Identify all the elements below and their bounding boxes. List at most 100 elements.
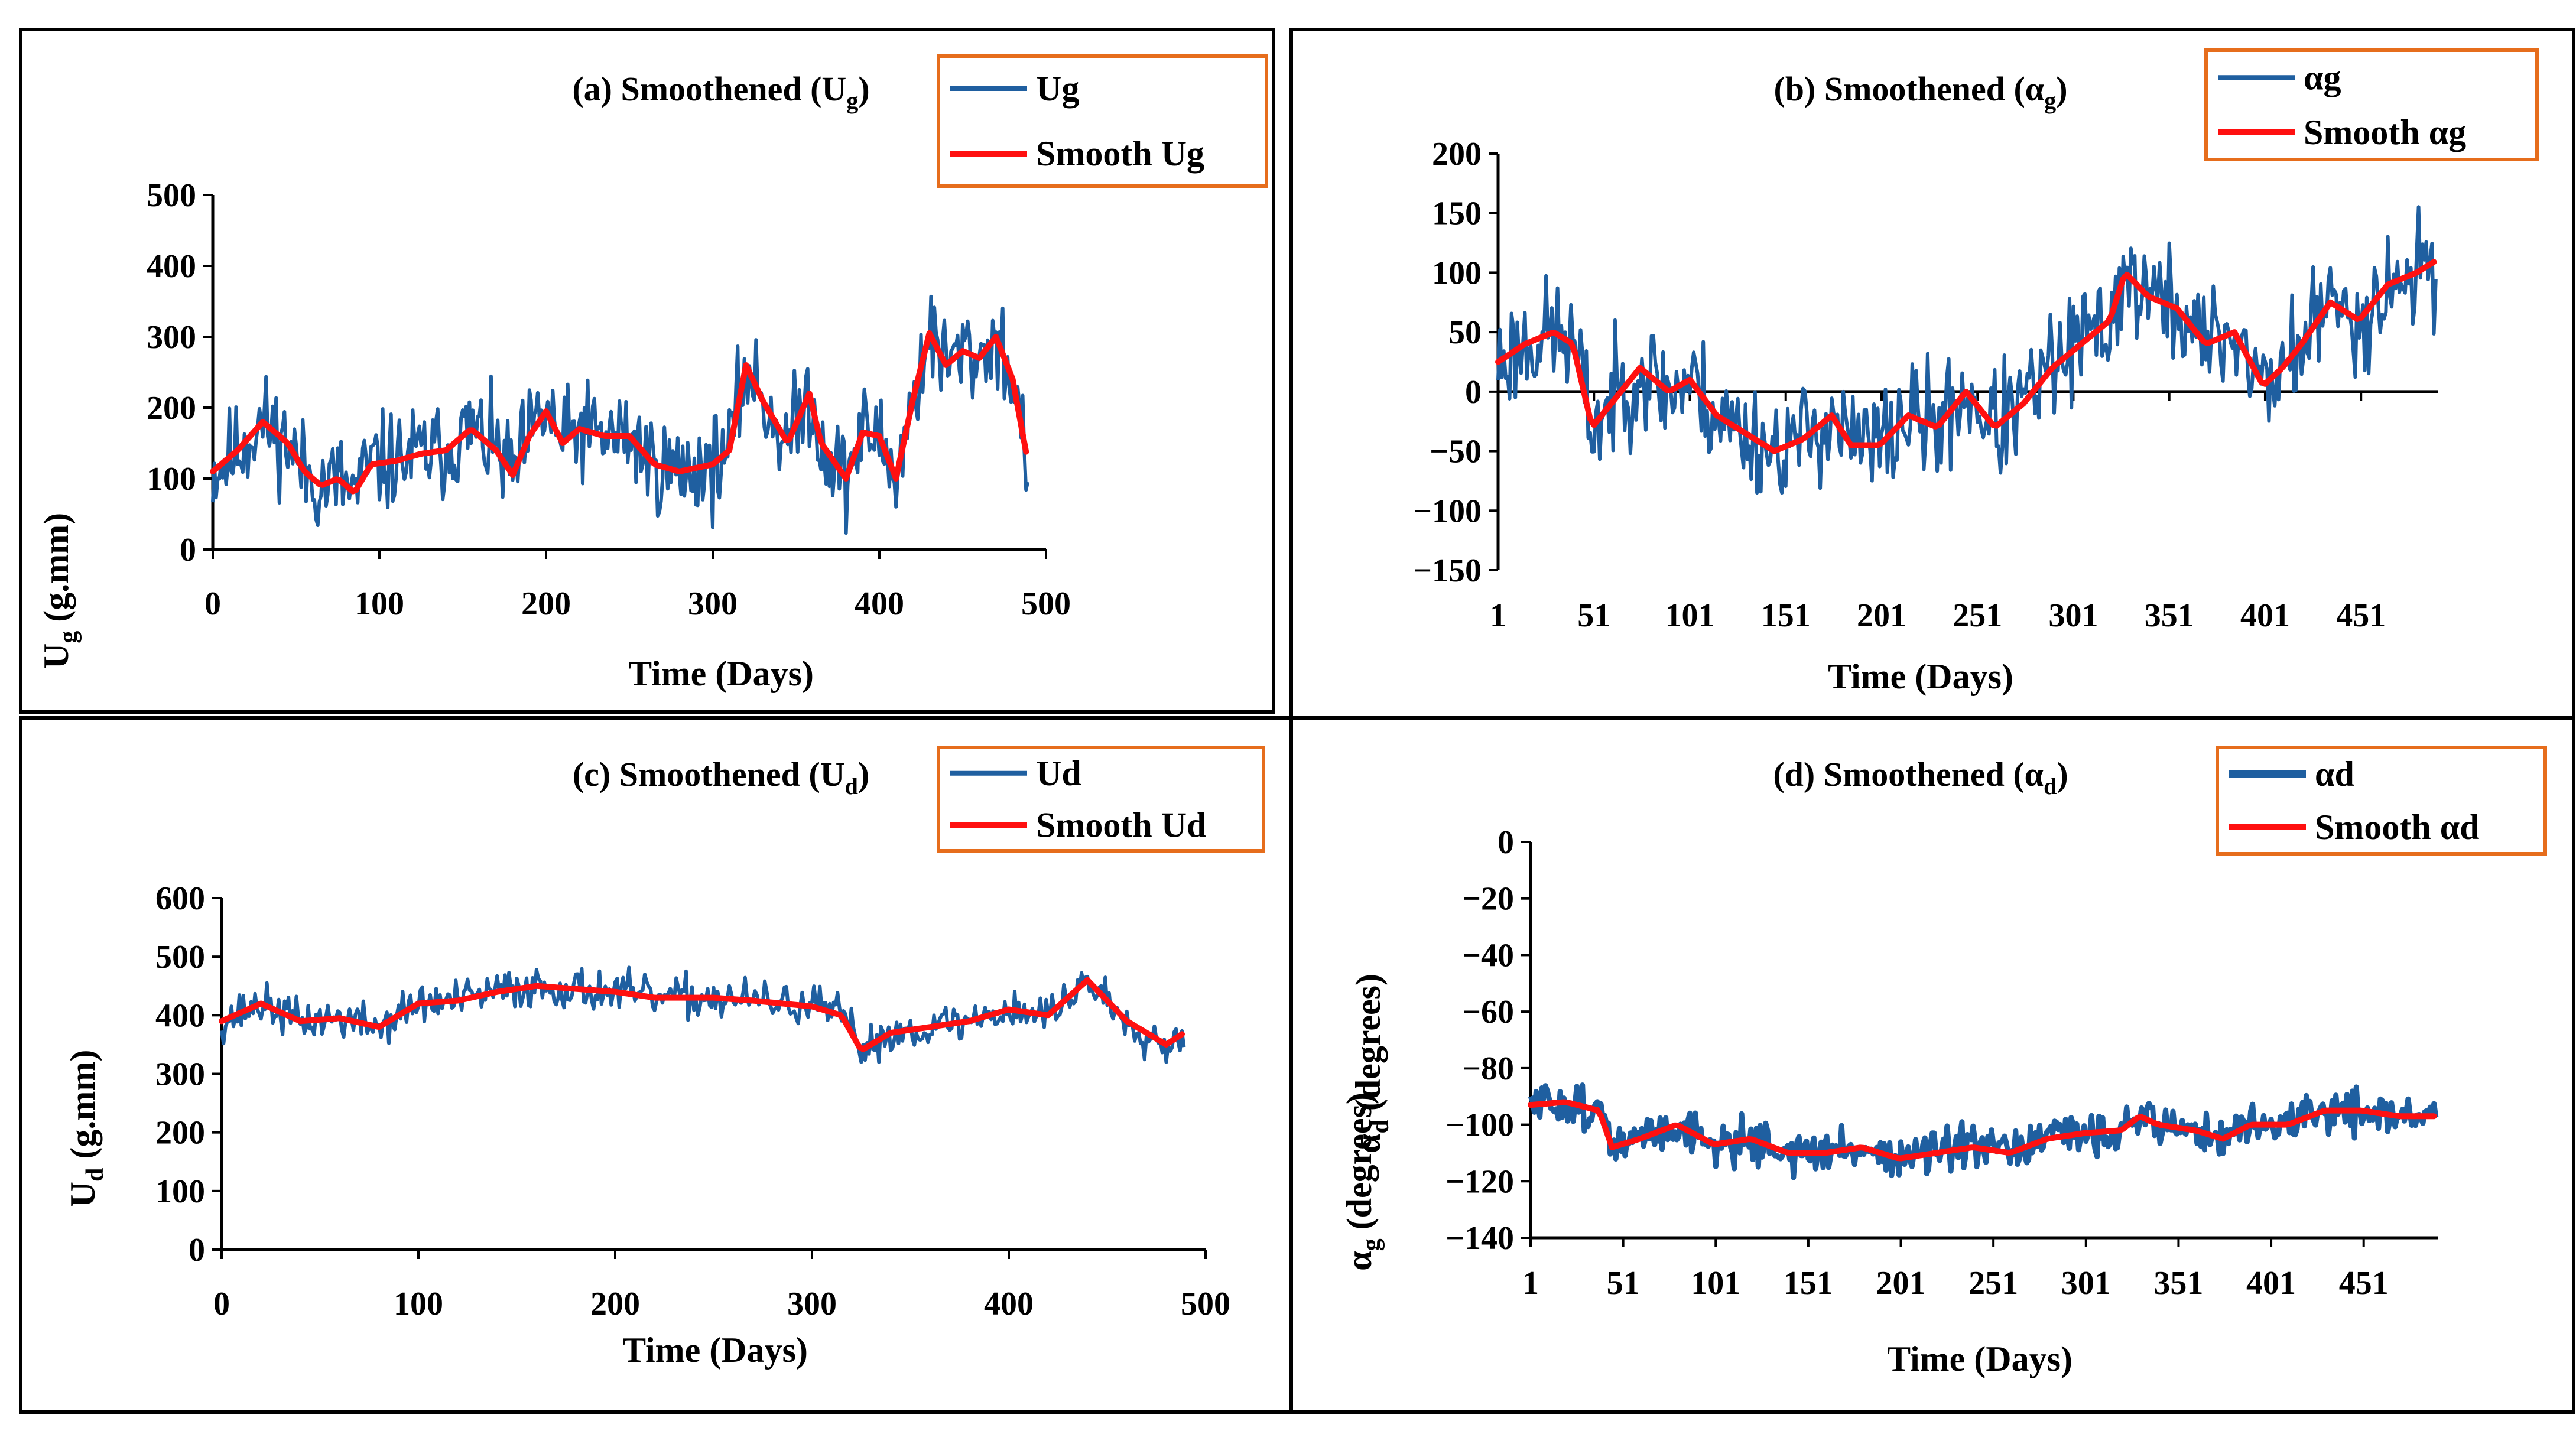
x-tick-label: 401 (2240, 597, 2290, 634)
y-tick-label: 300 (147, 319, 196, 356)
y-tick-label: 150 (1432, 196, 1482, 232)
y-tick-label: 500 (155, 939, 205, 975)
legend: αg Smooth αg (2204, 48, 2539, 161)
chart-title-close: ) (2056, 70, 2067, 108)
y-tick-label: −20 (1462, 881, 1514, 918)
x-tick-label: 401 (2246, 1265, 2296, 1302)
x-tick-label: 51 (1577, 597, 1610, 634)
legend-item-smooth-label: Smooth αd (2315, 808, 2480, 847)
y-tick-label: 200 (1432, 136, 1482, 173)
x-tick-label: 51 (1607, 1265, 1640, 1302)
x-tick-label: 0 (213, 1286, 230, 1322)
x-tick-label: 351 (2145, 597, 2194, 634)
x-tick-label: 251 (1953, 597, 2002, 634)
legend: αd Smooth αd (2216, 746, 2547, 856)
x-tick-label: 300 (688, 586, 738, 622)
x-tick-label: 400 (984, 1286, 1034, 1322)
x-tick-label: 301 (2048, 597, 2098, 634)
chart-title-subscript: g (846, 87, 858, 114)
x-axis-label: Time (Days) (622, 1331, 808, 1370)
y-tick-label: 0 (189, 1232, 205, 1269)
y-tick-label: 300 (155, 1056, 205, 1093)
y-tick-label: −60 (1462, 994, 1514, 1030)
x-axis-label: Time (Days) (1828, 657, 2013, 696)
y-tick-label: 100 (155, 1173, 205, 1210)
series-smooth-line (210, 330, 1029, 495)
x-tick-label: 151 (1761, 597, 1811, 634)
legend: Ug Smooth Ug (937, 54, 1268, 188)
chart-title: (a) Smoothened (Ug) (572, 70, 869, 114)
x-tick-label: 200 (590, 1286, 640, 1322)
x-tick-label: 451 (2336, 597, 2386, 634)
chart-title: (c) Smoothened (Ud) (573, 755, 869, 799)
y-tick-label: 500 (147, 177, 196, 214)
x-tick-label: 300 (787, 1286, 837, 1322)
chart-title-close: ) (858, 70, 869, 108)
y-axis-label-rest: (g.mm) (37, 513, 76, 631)
legend-box (2204, 48, 2539, 161)
x-tick-label: 151 (1784, 1265, 1833, 1302)
series-raw-line (1496, 205, 2438, 495)
x-tick-label: 101 (1665, 597, 1714, 634)
y-axis-label-rest: (g.mm) (63, 1050, 102, 1168)
chart-title-main: (c) Smoothened (U (573, 755, 845, 793)
panel-border (19, 28, 1275, 714)
series-smooth-line (219, 977, 1185, 1052)
y-tick-label: −140 (1445, 1220, 1514, 1257)
y-axis-label-subscript: d (1367, 1120, 1394, 1133)
chart-title: (d) Smoothened (αd) (1773, 755, 2068, 799)
y-axis-label-main: α (1340, 1251, 1379, 1271)
y-axis-label: Ud (g.mm) (63, 1050, 109, 1208)
x-tick-label: 101 (1691, 1265, 1740, 1302)
y-tick-label: −100 (1445, 1107, 1514, 1144)
series-smooth-line (1495, 259, 2437, 454)
y-tick-label: 200 (147, 390, 196, 427)
chart-title-close: ) (858, 755, 869, 793)
y-axis-label-rest: (degrees) (1349, 974, 1388, 1120)
x-tick-label: 451 (2339, 1265, 2389, 1302)
x-axis-label: Time (Days) (1887, 1339, 2073, 1378)
legend-item-smooth-label: Smooth αg (2304, 113, 2466, 152)
y-tick-label: −80 (1462, 1051, 1514, 1087)
legend-box (937, 54, 1268, 188)
chart-title-subscript: d (845, 773, 858, 799)
y-axis-label-rest: (degrees) (1340, 1092, 1379, 1238)
panel-b: (b) Smoothened (αg)−150−100−500501001502… (1289, 28, 2575, 1271)
chart-title-close: ) (2057, 755, 2068, 793)
y-tick-label: 600 (155, 880, 205, 917)
y-axis-label-main: U (63, 1182, 102, 1207)
x-tick-label: 301 (2061, 1265, 2111, 1302)
legend-item-raw-label: αd (2315, 754, 2354, 793)
x-tick-label: 201 (1857, 597, 1906, 634)
panel-border (1289, 716, 2575, 1414)
chart-title: (b) Smoothened (αg) (1773, 70, 2067, 114)
x-tick-label: 100 (355, 586, 404, 622)
legend-box (937, 746, 1265, 853)
y-tick-label: 400 (155, 997, 205, 1034)
y-tick-label: 0 (180, 532, 196, 568)
chart-title-main: (b) Smoothened (α (1773, 70, 2044, 108)
x-tick-label: 500 (1021, 586, 1071, 622)
y-tick-label: 100 (1432, 255, 1482, 291)
y-tick-label: −50 (1430, 434, 1482, 470)
y-axis-label: Ug (g.mm) (37, 513, 82, 669)
x-tick-label: 201 (1876, 1265, 1926, 1302)
y-axis-label: αg (degrees) (1340, 1092, 1385, 1271)
x-tick-label: 1 (1522, 1265, 1539, 1302)
y-axis-label-subscript: d (82, 1168, 109, 1182)
y-tick-label: 200 (155, 1115, 205, 1152)
legend-item-raw-label: Ud (1036, 754, 1081, 793)
y-tick-label: 400 (147, 248, 196, 285)
legend-item-raw-label: αg (2304, 58, 2341, 97)
x-tick-label: 100 (394, 1286, 443, 1322)
y-axis-label-main: U (37, 643, 76, 669)
y-tick-label: 0 (1465, 374, 1482, 411)
y-tick-label: −150 (1413, 552, 1482, 589)
legend-item-smooth-label: Smooth Ug (1036, 134, 1204, 173)
x-tick-label: 400 (855, 586, 904, 622)
x-tick-label: 200 (521, 586, 571, 622)
y-tick-label: −40 (1462, 937, 1514, 974)
y-tick-label: −100 (1413, 493, 1482, 529)
